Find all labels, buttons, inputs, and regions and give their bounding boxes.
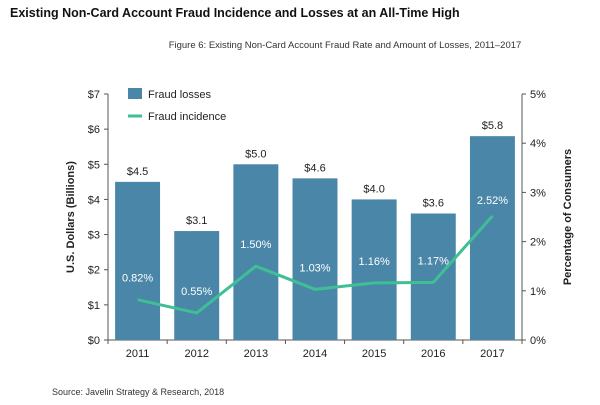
chart-title: Figure 6: Existing Non-Card Account Frau… xyxy=(168,40,522,51)
bar-value-label: $4.6 xyxy=(304,162,325,174)
chart-axes: $0 $1 $2 $3 $4 $5 $6 $7 0% 1% 2% 3% 4% 5% U.S. Dollars… xyxy=(65,89,574,360)
x-tick-label: 2015 xyxy=(362,348,386,360)
x-tick-label: 2011 xyxy=(126,348,150,360)
bar xyxy=(351,199,397,340)
bar-series-fraud-losses: $4.5 $3.1 $5.0 $4.6 $4.0 $3.6 $5.8 xyxy=(115,120,515,340)
x-tick-label: 2017 xyxy=(480,348,504,360)
y2-tick-label: 0% xyxy=(530,335,546,347)
y-tick-label: $1 xyxy=(88,300,100,312)
y2-tick-label: 2% xyxy=(530,237,546,249)
x-tick-label: 2013 xyxy=(244,348,268,360)
line-value-label: 0.55% xyxy=(181,286,212,298)
y-tick-label: $3 xyxy=(88,230,100,242)
bar-value-label: $4.5 xyxy=(127,166,148,178)
y-tick-label: $4 xyxy=(88,194,100,206)
y2-tick-label: 3% xyxy=(530,187,546,199)
line-value-label: 1.17% xyxy=(418,255,449,267)
bar xyxy=(174,231,220,340)
y-tick-label: $7 xyxy=(88,89,100,101)
bar xyxy=(115,181,161,340)
x-tick-label: 2016 xyxy=(421,348,445,360)
line-value-label: 1.50% xyxy=(240,239,271,251)
bar-value-label: $4.0 xyxy=(363,183,384,195)
x-tick-label: 2014 xyxy=(303,348,327,360)
y-tick-label: $5 xyxy=(88,159,100,171)
y-tick-label: $0 xyxy=(88,335,100,347)
y-axis-title: U.S. Dollars (Billions) xyxy=(65,161,77,273)
page-headline: Existing Non-Card Account Fraud Incidenc… xyxy=(10,6,460,20)
line-value-label: 0.82% xyxy=(122,273,153,285)
line-value-label: 1.03% xyxy=(299,262,330,274)
legend-label-fraud-incidence: Fraud incidence xyxy=(148,111,226,123)
legend-swatch-fraud-losses xyxy=(128,88,142,99)
bar xyxy=(292,178,338,340)
bar-value-label: $3.6 xyxy=(423,197,444,209)
bar xyxy=(469,136,515,340)
y-tick-label: $2 xyxy=(88,265,100,277)
legend-label-fraud-losses: Fraud losses xyxy=(148,89,211,101)
y-tick-label: $6 xyxy=(88,124,100,136)
bar-value-label: $3.1 xyxy=(186,215,207,227)
source-note: Source: Javelin Strategy & Research, 201… xyxy=(52,387,225,397)
y2-axis-title: Percentage of Consumers xyxy=(562,149,574,285)
bar-value-label: $5.8 xyxy=(482,120,503,132)
bar-value-label: $5.0 xyxy=(245,148,266,160)
line-series-fraud-incidence: 0.82% 0.55% 1.50% 1.03% 1.16% 1.17% 2.52% xyxy=(122,195,508,315)
y2-tick-label: 5% xyxy=(530,89,546,101)
line-value-label: 2.52% xyxy=(477,195,508,207)
y2-tick-label: 1% xyxy=(530,286,546,298)
chart-legend: Fraud losses Fraud incidence xyxy=(128,88,226,123)
x-tick-label: 2012 xyxy=(184,348,208,360)
line-path xyxy=(137,215,494,315)
bar xyxy=(233,164,279,340)
line-value-label: 1.16% xyxy=(359,256,390,268)
y2-tick-label: 4% xyxy=(530,138,546,150)
bar xyxy=(410,213,456,340)
